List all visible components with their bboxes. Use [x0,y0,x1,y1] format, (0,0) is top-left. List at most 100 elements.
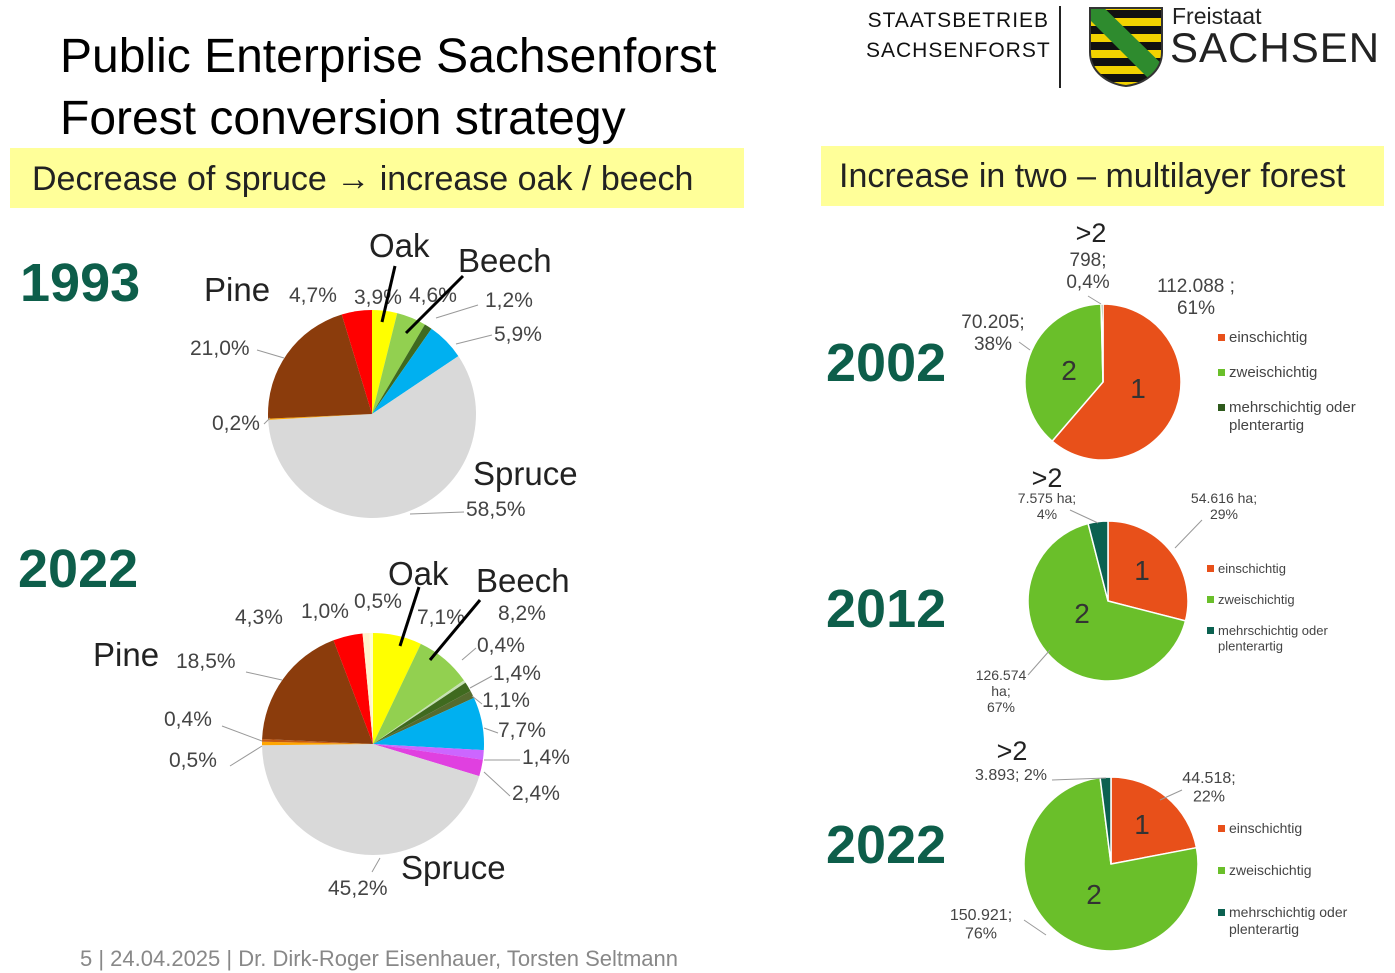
pie-2002-value-label-0: 112.088 ; 61% [1157,276,1235,319]
pie-2022-species-slice-10 [262,738,373,744]
pie-2022-layers-legend-label-0: einschichtig [1229,820,1302,836]
pie-1993-value-label-6: 21,0% [190,337,250,360]
pie-2022-species-slice-4 [373,691,474,744]
pie-2022-species-slice-14 [369,632,373,744]
pie-2022-layers-slice-1 [1023,776,1199,952]
pie-2002-value-label-0-line-1: 61% [1177,298,1215,319]
year-label-1993: 1993 [20,253,141,313]
pie-2002-leader-1 [1018,341,1031,351]
pie-2022-layers-value-label-0-line-0: 44.518; [1182,770,1235,787]
pie-1993-species-spruce: Spruce [473,455,578,492]
pie-2022-layers-leader-1 [1023,919,1047,936]
pie-2022-species-slice-5 [373,697,484,751]
pie-2022-species-slice-12 [333,633,373,744]
pie-2022-species-slice-0 [373,633,421,744]
pie-2012-value-label-1-line-1: ha; [991,683,1010,699]
pie-2012-value-label-1-line-0: 126.574 [976,667,1027,683]
pie-2022-species-leader-olive [471,695,483,705]
pie-1993-species-pine: Pine [204,271,270,308]
pie-2022-layers-inside-label-1: 2 [1086,879,1102,910]
pie-2012-header-multi: >2 [1032,463,1063,493]
pie-2022-layers-inside-label-0: 1 [1134,809,1150,840]
pie-2012-legend-swatch-2 [1207,627,1214,634]
pie-2022-layers-legend-label-2-line-0: mehrschichtig oder [1229,904,1348,920]
pie-1993-value-label-7: 4,7% [289,284,337,307]
pie-2002-legend-label-2-line-0: mehrschichtig oder [1229,399,1356,416]
pie-2022-species-leader-spruce [371,857,381,873]
pie-2002-value-label-0-line-0: 112.088 ; [1157,276,1235,297]
pie-1993-species-oak: Oak [369,227,430,264]
pie-2002-value-label-1-line-0: 70.205; [961,312,1024,333]
pie-2002-inside-label-0: 1 [1130,373,1146,404]
org-line-2: SACHSENFORST [866,39,1051,62]
pie-2022-species-value-label-8: 45,2% [328,877,388,900]
org-line-1: STAATSBETRIEB [867,9,1050,32]
pie-2022-species-species-spruce: Spruce [401,849,506,886]
pie-2002-slice-0 [1051,303,1182,461]
pie-2022-layers-header-multi: >2 [997,736,1028,766]
header-divider [1059,6,1061,88]
pie-2022-species-slice-1 [373,643,464,744]
pie-1993-value-label-0: 3,9% [354,286,402,309]
pie-1993-value-label-2: 1,2% [485,289,533,312]
pie-1993-value-label-5: 0,2% [212,412,260,435]
pie-2022-species-leader-darkgreen [469,675,493,689]
pie-2012-slice-0 [1107,520,1189,622]
pie-2022-species-value-label-3: 1,4% [493,662,541,685]
pie-2022-layers-leader-2 [1051,777,1107,781]
pie-1993-value-label-1: 4,6% [409,284,457,307]
coat-of-arms-logo [1089,7,1163,88]
pie-2022-species-slice-7 [373,744,483,777]
pie-2012-value-label-0: 54.616 ha; 29% [1191,490,1257,522]
pie-2022-layers-legend-swatch-0 [1218,825,1225,832]
pie-2022-layers-value-label-2: 3.893; 2% [975,767,1047,784]
pie-2002-legend-label-0: einschichtig [1229,329,1307,346]
pie-2002-inside-label-1: 2 [1061,355,1077,386]
pie-2022-species-slice-13 [362,633,373,744]
year-label-2002: 2002 [826,333,947,393]
pie-2002-legend-swatch-1 [1218,369,1225,376]
title-line-1: Public Enterprise Sachsenforst [60,30,717,83]
pie-2022-layers-slice-2 [1099,776,1112,865]
pie-1993-leader-darkgreen [435,304,479,319]
pie-2002-slice-1 [1024,303,1104,443]
pie-2022-species-leader-darkorange [221,725,263,742]
pie-2022-layers-legend-label-2-line-1: plenterartig [1229,921,1299,937]
pie-1993-slice-6 [267,314,372,419]
title-line-2: Forest conversion strategy [60,92,626,145]
pie-1993-pointer-beech [404,274,465,335]
pie-2002-legend-label-2: mehrschichtig oder plenterartig [1229,399,1356,434]
pie-2022-species-leader-orange [229,745,263,767]
pie-2002-value-label-2-line-1: 0,4% [1066,272,1109,293]
org-name: STAATSBETRIEB SACHSENFORST [866,6,1051,66]
pie-1993-leader-pine [256,349,285,359]
pie-1993-slice-1 [372,313,425,414]
pie-2012-legend-label-2-line-0: mehrschichtig oder [1218,623,1328,638]
pie-2012-legend-label-2-line-1: plenterartig [1218,639,1283,654]
pie-1993-leader-blue [455,334,493,345]
pie-2012-legend-swatch-0 [1207,565,1214,572]
pie-2012-inside-label-1: 2 [1074,598,1090,629]
pie-2022-species-value-label-4: 1,1% [482,689,530,712]
pie-2022-species-slice-2 [373,680,466,744]
pie-1993-slice-4 [268,356,477,519]
pie-2002-leader-0 [1087,295,1102,305]
pie-2012-value-label-0-line-1: 29% [1210,506,1238,522]
pie-2022-species-value-label-1: 8,2% [498,602,546,625]
pie-2022-species-value-label-10: 0,4% [164,708,212,731]
pie-2002-slice-2 [1100,303,1104,383]
pie-2022-species-value-label-13: 1,0% [301,600,349,623]
pie-2012-value-label-1: 126.574 ha; 67% [976,667,1027,715]
pie-2022-species-value-label-9: 0,5% [169,749,217,772]
pie-2002-legend-label-1: zweischichtig [1229,364,1317,381]
pie-1993-slice-0 [372,310,398,414]
pie-2022-species-leader-lightgreen [461,647,477,661]
pie-2022-layers-legend-swatch-1 [1218,867,1225,874]
pie-2012-value-label-0-line-0: 54.616 ha; [1191,490,1257,506]
pie-1993-leader-spruce [409,511,465,515]
pie-2012-leader-0 [1174,519,1203,549]
pie-2022-species-value-label-11: 18,5% [176,650,236,673]
footer: 5 | 24.04.2025 | Dr. Dirk-Roger Eisenhau… [80,946,679,971]
pie-2022-layers-value-label-0-line-1: 22% [1193,788,1225,805]
pie-2022-species-value-label-14: 0,5% [354,590,402,613]
